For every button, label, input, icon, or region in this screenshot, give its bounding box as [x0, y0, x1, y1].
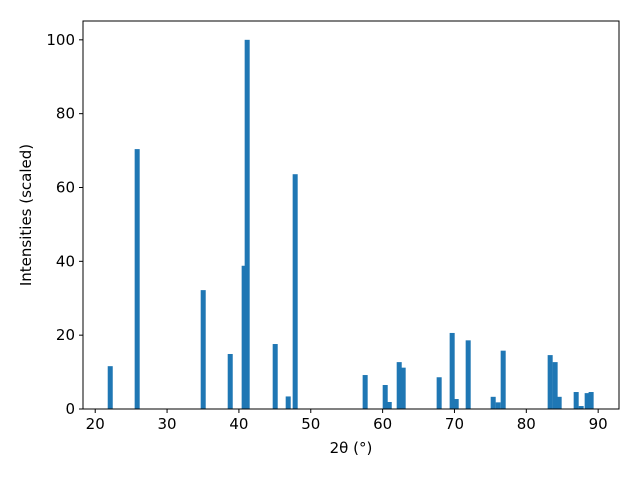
y-tick-label: 0 — [65, 400, 75, 418]
bar — [465, 340, 471, 409]
bar — [490, 396, 496, 409]
y-tick-label: 40 — [56, 252, 75, 270]
bar — [396, 362, 402, 409]
bar — [134, 149, 140, 409]
x-axis-label: 2θ (°) — [330, 439, 373, 457]
bar — [500, 350, 506, 409]
x-tick-label: 40 — [229, 415, 248, 433]
bar — [453, 399, 459, 409]
bar — [495, 402, 501, 409]
bar — [292, 174, 298, 409]
bar — [449, 332, 455, 409]
y-tick-label: 20 — [56, 326, 75, 344]
bar — [400, 367, 406, 409]
bar — [552, 362, 558, 409]
bar — [386, 401, 392, 409]
bar — [556, 396, 562, 409]
bar — [285, 396, 291, 409]
y-tick-label: 60 — [56, 178, 75, 196]
bar — [107, 366, 113, 409]
bar — [200, 290, 206, 409]
x-tick-label: 90 — [589, 415, 608, 433]
bar — [588, 392, 594, 409]
bar — [241, 265, 247, 409]
x-tick-label: 20 — [86, 415, 105, 433]
x-tick-label: 60 — [373, 415, 392, 433]
y-tick-label: 80 — [56, 105, 75, 123]
bar — [382, 385, 388, 409]
bar — [227, 353, 233, 409]
bar — [436, 377, 442, 409]
y-axis-label: Intensities (scaled) — [17, 144, 35, 286]
bar — [244, 39, 250, 409]
bar — [547, 355, 553, 409]
bar — [578, 406, 584, 409]
x-tick-label: 50 — [301, 415, 320, 433]
y-tick-label: 100 — [46, 31, 75, 49]
bar — [584, 393, 590, 409]
bar — [272, 344, 278, 409]
bar — [362, 375, 368, 409]
bar — [573, 392, 579, 409]
x-tick-label: 30 — [158, 415, 177, 433]
plot-frame — [82, 20, 620, 410]
x-tick-label: 80 — [517, 415, 536, 433]
x-tick-label: 70 — [445, 415, 464, 433]
